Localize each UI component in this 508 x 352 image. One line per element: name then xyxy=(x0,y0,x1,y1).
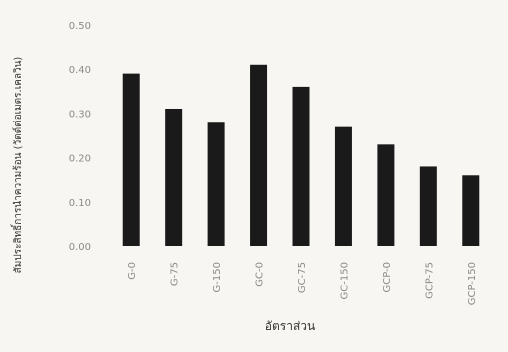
y-tick-label: 0.50 xyxy=(69,21,91,32)
x-tick-label: GCP-75 xyxy=(424,262,435,299)
x-tick-label: G-0 xyxy=(127,262,138,280)
bar-gcp-75 xyxy=(419,166,437,246)
bar-gc-150 xyxy=(334,126,352,246)
x-tick-label: GCP-150 xyxy=(467,262,478,305)
y-tick-label: 0.30 xyxy=(69,109,91,120)
x-tick-label: GC-0 xyxy=(255,262,266,287)
x-tick-label: GCP-0 xyxy=(382,262,393,293)
x-tick-label: GC-75 xyxy=(297,262,308,293)
x-tick-label: GC-150 xyxy=(339,262,350,299)
bar-gcp-150 xyxy=(462,175,480,246)
y-axis-ticks: 0.00 0.10 0.20 0.30 0.40 0.50 xyxy=(69,21,91,253)
bar-g-0 xyxy=(122,73,140,247)
x-axis-label: อัตราส่วน xyxy=(265,319,315,333)
x-tick-label: G-150 xyxy=(212,262,223,292)
bar-gc-0 xyxy=(250,64,268,246)
y-tick-label: 0.20 xyxy=(69,154,91,165)
y-axis-label: สัมประสิทธิ์การนำความร้อน (วัตต์ต่อเมตร.… xyxy=(10,57,24,274)
x-tick-label: G-75 xyxy=(170,262,181,286)
y-tick-label: 0.40 xyxy=(69,65,91,76)
bar-gcp-0 xyxy=(377,144,395,246)
bar-gc-75 xyxy=(292,86,310,246)
x-axis-ticks: G-0 G-75 G-150 GC-0 GC-75 GC-150 GCP-0 GCP-75 GC… xyxy=(127,262,478,305)
bars xyxy=(122,64,480,247)
y-tick-label: 0.00 xyxy=(69,242,91,253)
y-tick-label: 0.10 xyxy=(69,198,91,209)
bar-g-150 xyxy=(207,122,225,246)
bar-g-75 xyxy=(165,108,183,246)
